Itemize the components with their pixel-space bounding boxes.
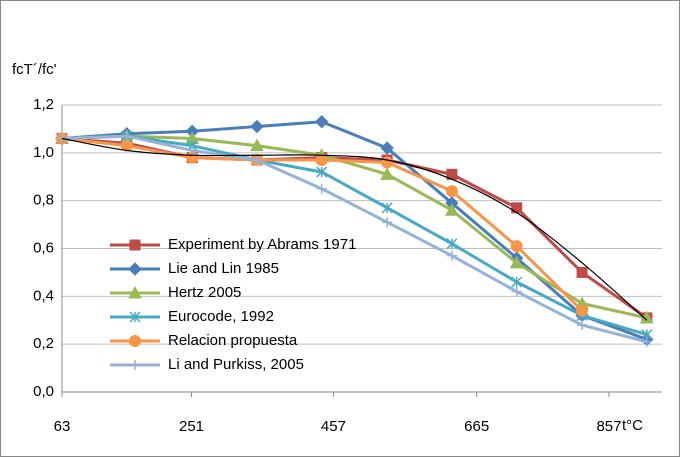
x-tick-label: 251 (179, 418, 204, 435)
marker (187, 145, 198, 156)
y-tick-label: 0,2 (33, 335, 54, 352)
y-tick-label: 0,8 (33, 192, 54, 209)
marker (381, 202, 393, 214)
marker (641, 336, 652, 347)
marker (316, 166, 328, 178)
legend-label: Experiment by Abrams 1971 (168, 236, 356, 253)
series-line (61, 134, 648, 320)
marker (129, 311, 141, 323)
marker (509, 255, 524, 269)
series-line (61, 134, 648, 344)
marker (250, 138, 264, 152)
x-tick-label: 665 (464, 418, 489, 435)
series-line (61, 120, 648, 341)
marker (445, 185, 458, 198)
marker (314, 115, 329, 129)
x-tick-label: 857 (596, 418, 621, 435)
y-tick-label: 0,4 (33, 287, 54, 304)
marker (57, 133, 67, 144)
marker (576, 304, 589, 317)
marker (446, 250, 457, 261)
trendline (61, 137, 648, 321)
y-tick-label: 1,2 (33, 96, 54, 113)
marker (511, 276, 523, 288)
marker (129, 239, 141, 251)
marker (446, 238, 458, 250)
marker (381, 156, 394, 169)
legend: Experiment by Abrams 1971 Lie and Lin 198… (110, 236, 356, 373)
marker (128, 262, 142, 276)
marker (128, 285, 142, 299)
y-axis-label: fcT´/fc' (12, 61, 57, 78)
legend-label: Hertz 2005 (168, 284, 241, 301)
marker (315, 154, 328, 167)
x-tick-label: 457 (321, 418, 346, 435)
marker (382, 217, 393, 228)
legend-label: Lie and Lin 1985 (168, 260, 279, 277)
marker (251, 155, 262, 166)
marker (129, 335, 141, 347)
marker (445, 203, 459, 216)
marker (577, 320, 588, 331)
legend-label: Eurocode, 1992 (168, 308, 274, 325)
marker (380, 141, 394, 155)
marker (121, 131, 132, 142)
marker (316, 183, 327, 194)
marker (130, 360, 140, 370)
y-tick-label: 0,0 (33, 383, 54, 400)
marker (380, 167, 394, 180)
series-line (61, 134, 648, 337)
marker (510, 240, 523, 253)
legend-label: Li and Purkiss, 2005 (168, 356, 304, 373)
x-axis-label: t°C (622, 417, 643, 434)
marker (511, 202, 523, 214)
marker (250, 119, 264, 134)
y-tick-label: 0,6 (33, 239, 54, 256)
marker (511, 286, 522, 297)
legend-label: Relacion propuesta (168, 332, 298, 349)
y-tick-label: 1,0 (33, 144, 54, 161)
x-tick-label: 63 (54, 418, 71, 435)
marker (576, 266, 588, 278)
